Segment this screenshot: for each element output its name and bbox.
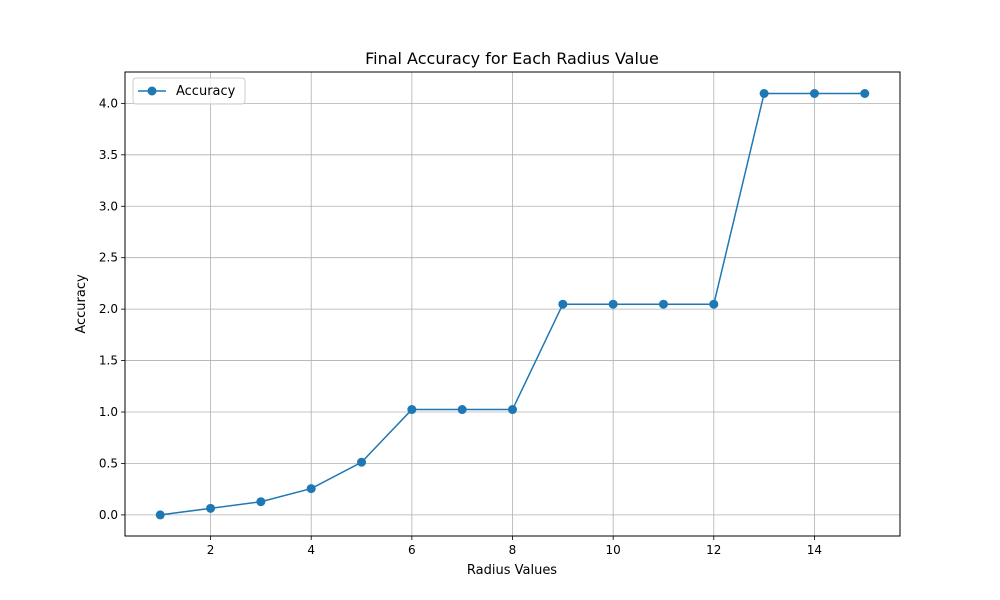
y-tick-label: 0.0 <box>99 508 118 522</box>
x-axis-label: Radius Values <box>467 563 557 578</box>
data-point-marker <box>407 405 417 415</box>
y-tick-label: 2.0 <box>99 302 118 316</box>
y-tick-label: 4.0 <box>99 96 118 110</box>
data-point-marker <box>658 299 668 309</box>
data-point-marker <box>608 299 618 309</box>
chart-title: Final Accuracy for Each Radius Value <box>365 49 659 68</box>
data-point-marker <box>558 299 568 309</box>
legend: Accuracy <box>132 77 246 105</box>
grid-layer <box>125 72 900 536</box>
x-tick-label: 12 <box>706 543 721 557</box>
y-axis-label: Accuracy <box>74 274 89 334</box>
y-tick-label: 1.0 <box>99 405 118 419</box>
x-tick-label: 6 <box>408 543 416 557</box>
series-layer <box>155 89 870 520</box>
y-tick-label: 1.5 <box>99 354 118 368</box>
y-tick-label: 0.5 <box>99 456 118 470</box>
y-tick-label: 2.5 <box>99 251 118 265</box>
data-point-marker <box>306 484 316 494</box>
data-point-marker <box>357 457 367 467</box>
x-tick-label: 8 <box>509 543 517 557</box>
data-point-marker <box>508 405 517 415</box>
y-tick-label: 3.5 <box>99 148 118 162</box>
legend-marker <box>147 86 157 96</box>
data-point-marker <box>809 89 819 99</box>
legend-label: Accuracy <box>176 84 236 99</box>
y-tick-label: 3.0 <box>99 199 118 213</box>
x-tick-label: 10 <box>606 543 621 557</box>
legend-frame <box>132 77 246 105</box>
data-point-marker <box>457 405 467 415</box>
data-point-marker <box>860 89 870 99</box>
x-tick-label: 2 <box>207 543 215 557</box>
data-point-marker <box>256 497 266 507</box>
data-point-marker <box>759 89 769 99</box>
data-point-marker <box>206 503 216 513</box>
data-point-marker <box>709 299 719 309</box>
x-tick-label: 14 <box>807 543 822 557</box>
data-point-marker <box>155 510 165 520</box>
x-tick-label: 4 <box>307 543 315 557</box>
tick-layer: 2 4 6 8 10 12 14 0.0 0.5 1.0 1.5 2.0 2.5 3.0 3.5 4.0 <box>99 96 822 557</box>
